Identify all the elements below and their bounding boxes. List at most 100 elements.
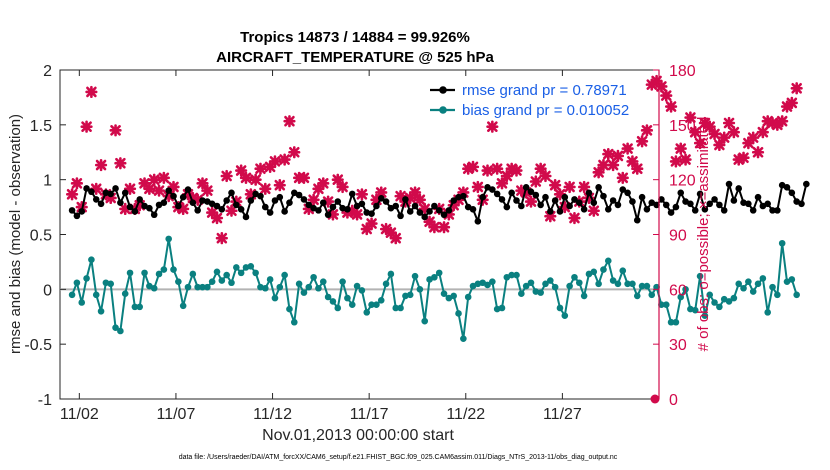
obs-assimilated-point xyxy=(394,190,407,203)
obs-assimilated-point xyxy=(747,131,760,144)
bias-point xyxy=(595,280,602,288)
obs-assimilated-point xyxy=(283,115,296,128)
obs-assimilated-point xyxy=(679,153,692,166)
bias-point xyxy=(208,278,216,285)
bias-point xyxy=(754,280,762,288)
bias-point xyxy=(711,299,718,306)
obs-assimilated-marker xyxy=(491,162,504,175)
bias-point xyxy=(778,239,786,247)
rmse-point xyxy=(78,208,86,215)
rmse-point xyxy=(711,196,718,203)
bias-point xyxy=(411,272,419,280)
obs-assimilated-point xyxy=(215,232,228,245)
obs-assimilated-point xyxy=(264,160,277,173)
bias-point xyxy=(542,280,549,288)
rmse-point xyxy=(551,197,559,204)
rmse-point xyxy=(561,193,569,201)
rmse-point xyxy=(175,202,182,210)
bias-point xyxy=(706,291,714,299)
bias-point xyxy=(107,280,115,288)
obs-assimilated-marker xyxy=(718,131,731,144)
obs-assimilated-point xyxy=(457,186,470,199)
obs-assimilated-point xyxy=(326,208,340,221)
bias-point xyxy=(464,293,472,301)
obs-assimilated-marker xyxy=(336,180,349,194)
rmse-point xyxy=(131,208,139,215)
bias-point xyxy=(566,282,573,290)
bias-point xyxy=(455,310,462,317)
rmse-point xyxy=(68,207,76,214)
bias-point xyxy=(348,301,356,308)
obs-assimilated-marker xyxy=(210,211,224,225)
rmse-point xyxy=(242,213,250,221)
obs-assimilated-marker xyxy=(389,232,402,245)
rmse-point xyxy=(402,196,409,203)
obs-assimilated-point xyxy=(268,155,282,168)
bias-point xyxy=(247,263,255,270)
obs-assimilated-marker xyxy=(486,120,499,133)
bias-point xyxy=(604,257,612,265)
rmse-point xyxy=(629,198,636,205)
obs-assimilated-marker xyxy=(133,199,146,212)
bias-point xyxy=(233,264,240,271)
rmse-point xyxy=(672,203,680,211)
obs-assimilated-point xyxy=(186,191,199,205)
y-tick-label-left: 2 xyxy=(43,63,52,80)
obs-assimilated-marker xyxy=(249,173,262,186)
obs-assimilated-marker xyxy=(297,171,311,184)
y-tick-label-left: 1.5 xyxy=(30,118,52,135)
obs-assimilated-point xyxy=(259,182,272,195)
rmse-point xyxy=(527,188,535,196)
y-tick-label-left: 0 xyxy=(43,282,52,299)
rmse-point xyxy=(658,196,665,203)
bias-point xyxy=(484,281,491,289)
obs-assimilated-point xyxy=(191,193,204,206)
bias-point xyxy=(624,280,631,288)
obs-assimilated-marker xyxy=(689,126,702,139)
obs-assimilated-marker xyxy=(515,184,528,197)
obs-assimilated-point xyxy=(756,126,769,139)
obs-assimilated-marker xyxy=(776,115,789,128)
bias-point xyxy=(629,280,636,288)
rmse-point xyxy=(460,192,467,200)
obs-assimilated-marker xyxy=(239,171,253,184)
obs-assimilated-point xyxy=(413,193,426,206)
obs-assimilated-marker xyxy=(177,202,190,216)
bias-point xyxy=(450,292,458,300)
obs-assimilated-point xyxy=(365,217,378,230)
bias-point xyxy=(160,266,168,273)
rmse-point xyxy=(720,207,728,214)
obs-assimilated-marker xyxy=(679,153,692,166)
bias-point xyxy=(281,271,288,279)
x-tick-label: 11/07 xyxy=(157,406,196,423)
rmse-point xyxy=(426,208,433,215)
bias-point xyxy=(397,304,404,312)
rmse-point xyxy=(431,202,438,210)
obs-assimilated-marker xyxy=(331,173,344,186)
bias-point xyxy=(498,304,506,312)
bias-point xyxy=(150,284,158,292)
obs-assimilated-marker xyxy=(785,96,798,109)
obs-assimilated-marker xyxy=(462,162,475,175)
rmse-point xyxy=(498,196,506,203)
obs-assimilated-point xyxy=(655,80,668,93)
rmse-point xyxy=(725,180,733,188)
obs-assimilated-point xyxy=(254,162,267,175)
obs-assimilated-marker xyxy=(215,232,228,245)
obs-assimilated-marker xyxy=(85,85,98,99)
footer-data-file: data file: /Users/raeder/DAI/ATM_forcXX/… xyxy=(179,454,618,461)
obs-assimilated-marker xyxy=(288,146,301,159)
obs-assimilated-point xyxy=(766,116,779,130)
bias-point xyxy=(382,280,390,288)
obs-assimilated-point xyxy=(587,204,600,217)
obs-assimilated-point xyxy=(515,184,528,197)
rmse-point xyxy=(518,202,525,210)
rmse-point xyxy=(358,200,366,208)
rmse-point xyxy=(701,205,709,213)
obs-assimilated-marker xyxy=(631,162,644,175)
obs-assimilated-point xyxy=(384,226,397,239)
obs-assimilated-point xyxy=(568,211,581,225)
obs-assimilated-point xyxy=(210,211,224,225)
obs-assimilated-point xyxy=(336,180,349,194)
